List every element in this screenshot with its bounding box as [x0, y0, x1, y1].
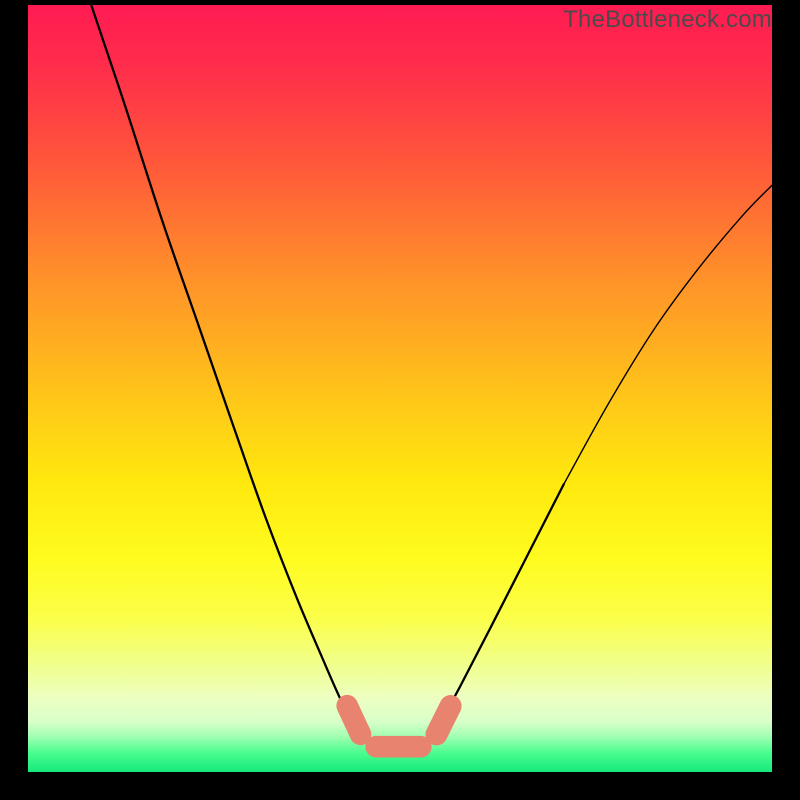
- right-curve-upper: [564, 185, 772, 484]
- left-curve: [91, 5, 354, 724]
- plot-area: [28, 5, 772, 772]
- right-curve-lower: [445, 484, 564, 714]
- curve-layer: [28, 5, 772, 772]
- datapoint-blob: [436, 706, 450, 734]
- datapoint-blob: [347, 706, 360, 735]
- chart-frame: TheBottleneck.com: [0, 0, 800, 800]
- watermark-text: TheBottleneck.com: [563, 6, 772, 34]
